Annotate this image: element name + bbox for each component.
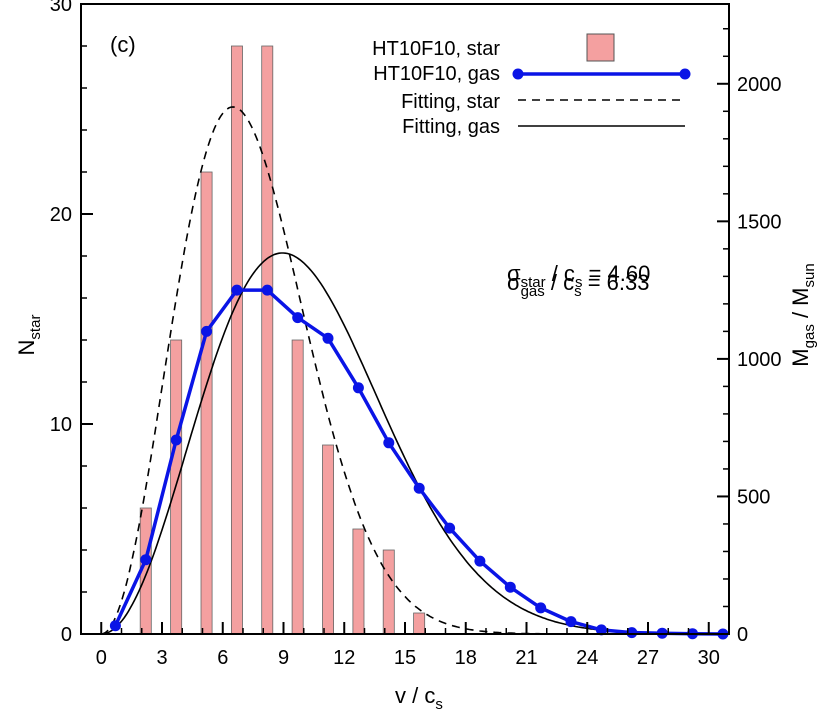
gas-point <box>140 554 152 566</box>
panel-label: (c) <box>110 32 136 57</box>
sigma-star-sub2: s <box>575 274 583 291</box>
y-left-tick-label: 10 <box>50 414 72 436</box>
x-tick-label: 18 <box>455 647 477 669</box>
bars-layer <box>139 45 426 635</box>
star-bar <box>261 45 274 635</box>
gas-point <box>565 616 577 628</box>
sigma-star-sub: star <box>521 274 546 291</box>
y-left-tick-label: 0 <box>61 624 72 646</box>
star-bar <box>291 339 304 635</box>
y-left-tick-label: 30 <box>50 0 72 16</box>
gas-point <box>474 555 486 567</box>
gas-point <box>626 627 638 639</box>
gas-series-layer <box>109 284 729 640</box>
y-axis-right-label: Mgas / Msun <box>788 263 818 366</box>
gas-point <box>595 624 607 636</box>
gas-point <box>444 522 456 534</box>
star-bar <box>382 549 395 635</box>
gas-point <box>170 434 182 446</box>
star-bar <box>352 528 365 635</box>
y-left-tick-label: 20 <box>50 204 72 226</box>
gas-point <box>383 437 395 449</box>
star-bar <box>230 45 243 635</box>
x-axis-label-main: v / c <box>395 683 435 708</box>
gas-point <box>535 602 547 614</box>
sigma-star-annotation: σstar / cs = 4.60 <box>507 261 650 291</box>
gas-point <box>413 482 425 494</box>
x-tick-label: 24 <box>576 647 598 669</box>
legend-marker-gas-right <box>679 68 691 80</box>
legend: HT10F10, star HT10F10, gas Fitting, star… <box>372 33 691 138</box>
sigma-gas-rest: / c <box>545 270 574 295</box>
y-axis-right-label-sub2: sun <box>801 263 818 287</box>
x-tick-label: 15 <box>394 647 416 669</box>
legend-label-gas: HT10F10, gas <box>373 63 500 85</box>
x-axis-label-sub: s <box>435 696 443 713</box>
sigma-star-value: = 4.60 <box>582 261 650 286</box>
x-tick-label: 27 <box>637 647 659 669</box>
sigma-gas-annotation: σgas / cs = 6.33 <box>507 270 650 300</box>
y-axis-right-label-mid: / M <box>788 288 813 325</box>
star-bar <box>413 612 426 635</box>
sigma-gas-sub2: s <box>574 283 582 300</box>
x-tick-label: 9 <box>278 647 289 669</box>
x-tick-label: 30 <box>698 647 720 669</box>
x-axis-label: v / cs <box>395 683 443 713</box>
gas-point <box>504 581 516 593</box>
sigma-gas-sub: gas <box>521 283 545 300</box>
y-axis-right-label-main: M <box>788 348 813 366</box>
x-tick-label: 0 <box>96 647 107 669</box>
x-tick-label: 6 <box>217 647 228 669</box>
sigma-gas-value: = 6.33 <box>582 270 650 295</box>
y-axis-left-label: Nstar <box>14 315 44 356</box>
y-axis-left-label-sub: star <box>27 315 44 340</box>
gas-point <box>109 620 121 632</box>
gas-point <box>261 284 273 296</box>
y-right-tick-label: 1000 <box>737 349 782 371</box>
y-right-tick-label: 0 <box>737 624 748 646</box>
star-bar <box>200 171 213 635</box>
y-right-tick-label: 2000 <box>737 74 782 96</box>
gas-point <box>292 312 304 324</box>
sigma-star-symbol: σ <box>507 261 521 286</box>
fit-gas-curve <box>101 252 729 635</box>
x-tick-label: 21 <box>515 647 537 669</box>
legend-label-fit-gas: Fitting, gas <box>402 116 500 138</box>
y-right-tick-label: 500 <box>737 486 770 508</box>
x-tick-label: 3 <box>156 647 167 669</box>
sigma-star-rest: / c <box>546 261 575 286</box>
legend-label-fit-star: Fitting, star <box>401 91 500 113</box>
sigma-gas-symbol: σ <box>507 270 521 295</box>
legend-label-star: HT10F10, star <box>372 38 500 60</box>
y-right-tick-label: 1500 <box>737 211 782 233</box>
legend-swatch-star <box>586 33 615 62</box>
gas-point <box>201 325 213 337</box>
legend-marker-gas-left <box>512 68 524 80</box>
x-tick-label: 12 <box>333 647 355 669</box>
star-bar <box>322 444 335 635</box>
axis-ticks-layer: 0 3 6 9 12 15 18 21 24 27 30 0 10 20 30 0 500 1000 1500 200… <box>50 0 782 669</box>
y-axis-right-label-sub1: gas <box>801 324 818 348</box>
gas-point <box>231 284 243 296</box>
gas-point <box>322 332 334 344</box>
y-axis-left-label-main: N <box>14 340 39 356</box>
gas-point <box>352 382 364 394</box>
